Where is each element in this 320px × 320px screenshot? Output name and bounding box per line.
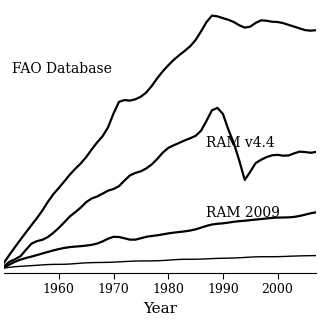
Text: RAM v4.4: RAM v4.4 <box>206 137 275 150</box>
Text: FAO Database: FAO Database <box>12 62 112 76</box>
X-axis label: Year: Year <box>143 302 177 316</box>
Text: RAM 2009: RAM 2009 <box>206 206 280 220</box>
